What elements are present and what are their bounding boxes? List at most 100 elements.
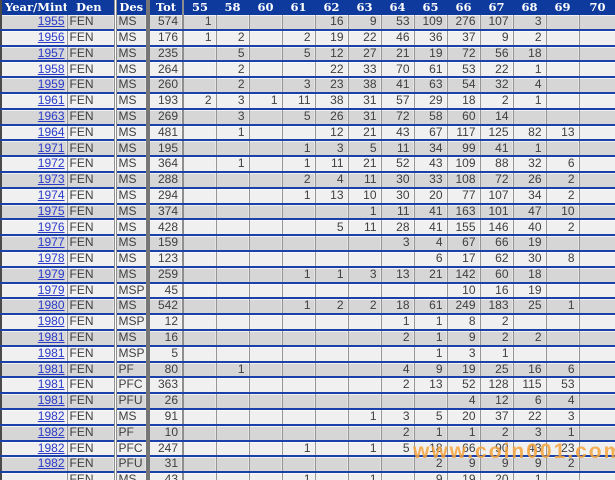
count-cell-65: 19 <box>414 45 448 63</box>
count-cell-58: 5 <box>216 45 250 63</box>
count-cell-60 <box>249 108 283 126</box>
count-cell-64: 30 <box>381 187 415 205</box>
count-cell-66: 52 <box>447 377 481 395</box>
year-link[interactable]: 1955 <box>37 15 65 29</box>
count-cell-55 <box>182 187 217 205</box>
col-header-70: 70 <box>579 0 615 15</box>
count-cell-65 <box>414 282 448 300</box>
count-cell-67: 125 <box>480 124 514 142</box>
count-cell-58 <box>216 456 250 474</box>
count-cell-62 <box>315 329 349 347</box>
year-link[interactable]: 1961 <box>37 93 65 108</box>
count-cell-65: 9 <box>414 472 448 480</box>
year-link[interactable]: 1957 <box>37 45 65 60</box>
count-cell-65: 1 <box>414 314 448 331</box>
count-cell-67: 128 <box>480 377 514 395</box>
year-link[interactable]: 1974 <box>37 187 65 202</box>
year-link[interactable]: 1978 <box>37 251 65 266</box>
count-cell-58: 1 <box>216 124 250 142</box>
year-link[interactable]: 1982 <box>37 424 65 439</box>
count-cell-60 <box>249 15 283 31</box>
count-cell-64: 28 <box>381 219 415 237</box>
count-cell-67: 107 <box>480 187 514 205</box>
count-cell-64: 46 <box>381 29 415 47</box>
year-link[interactable]: 1959 <box>37 77 65 92</box>
count-cell-62: 5 <box>315 219 349 237</box>
year-link[interactable]: 1964 <box>37 124 65 139</box>
count-cell-63 <box>348 250 382 268</box>
year-link[interactable]: 1979 <box>37 282 65 297</box>
des-cell: PF <box>113 424 149 442</box>
den-cell: FEN <box>67 345 116 363</box>
count-cell-58 <box>216 15 250 31</box>
count-cell-58 <box>216 345 250 363</box>
count-cell-70 <box>579 408 615 426</box>
count-cell-55 <box>182 124 217 142</box>
count-cell-65: 29 <box>414 92 448 110</box>
count-cell-65: 33 <box>414 171 448 189</box>
year-link[interactable]: 1971 <box>37 140 65 155</box>
count-cell-63 <box>348 456 382 474</box>
count-cell-64: 1 <box>381 314 415 331</box>
total-cell: 12 <box>146 314 184 331</box>
des-cell: MS <box>113 408 149 426</box>
count-cell-64 <box>381 282 415 300</box>
table-row: 1977 FEN MS 159 3 4 67 66 19 <box>1 235 615 252</box>
year-link[interactable]: 1980 <box>37 314 65 329</box>
year-link[interactable]: 1981 <box>37 377 65 392</box>
den-cell: FEN <box>67 29 116 47</box>
count-cell-65: 63 <box>414 77 448 94</box>
year-link[interactable]: 1981 <box>37 345 65 360</box>
count-cell-70 <box>579 92 615 110</box>
year-link[interactable]: 1958 <box>37 61 65 76</box>
count-cell-70 <box>579 298 615 316</box>
year-link[interactable]: 1973 <box>37 172 65 187</box>
count-cell-60 <box>249 456 283 474</box>
count-cell-64: 18 <box>381 298 415 316</box>
count-cell-65: 1 <box>414 329 448 347</box>
total-cell: 247 <box>146 440 184 458</box>
year-link[interactable]: 1982 <box>37 440 65 455</box>
count-cell-67: 41 <box>480 140 514 158</box>
count-cell-66: 108 <box>447 171 481 189</box>
count-cell-67: 72 <box>480 171 514 189</box>
count-cell-66: 37 <box>447 29 481 47</box>
count-cell-69: 4 <box>546 393 580 410</box>
count-cell-58: 1 <box>216 156 250 173</box>
count-cell-58 <box>216 377 250 395</box>
count-cell-55 <box>182 393 217 410</box>
year-cell: 1982 <box>1 456 68 474</box>
count-cell-60 <box>249 235 283 252</box>
year-link[interactable]: 1956 <box>37 29 65 44</box>
count-cell-61: 2 <box>282 29 316 47</box>
year-link[interactable]: 1975 <box>37 203 65 218</box>
count-cell-55 <box>182 266 217 284</box>
count-cell-68: 22 <box>513 408 547 426</box>
year-link[interactable]: 1976 <box>37 219 65 234</box>
year-link[interactable]: 1982 <box>37 409 65 424</box>
count-cell-69: 1 <box>546 298 580 316</box>
count-cell-66: 3 <box>447 345 481 363</box>
year-link[interactable]: 1981 <box>37 361 65 376</box>
count-cell-61: 5 <box>282 45 316 63</box>
year-link[interactable]: 1982 <box>37 456 65 471</box>
count-cell-68: 19 <box>513 282 547 300</box>
year-link[interactable]: 1977 <box>37 235 65 250</box>
total-cell: 45 <box>146 282 184 300</box>
year-link[interactable]: 1981 <box>37 330 65 345</box>
count-cell-70 <box>579 15 615 31</box>
count-cell-58 <box>216 140 250 158</box>
count-cell-64: 3 <box>381 408 415 426</box>
count-cell-61: 1 <box>282 156 316 173</box>
year-link[interactable]: 1981 <box>37 393 65 408</box>
count-cell-65: 58 <box>414 108 448 126</box>
count-cell-66: 66 <box>447 440 481 458</box>
year-link[interactable]: 1963 <box>37 108 65 123</box>
year-link[interactable]: 1979 <box>37 266 65 281</box>
den-cell: FEN <box>67 140 116 158</box>
year-link[interactable]: 1980 <box>37 298 65 313</box>
year-link[interactable]: 1972 <box>37 156 65 171</box>
count-cell-64: 53 <box>381 15 415 31</box>
count-cell-69 <box>546 108 580 126</box>
